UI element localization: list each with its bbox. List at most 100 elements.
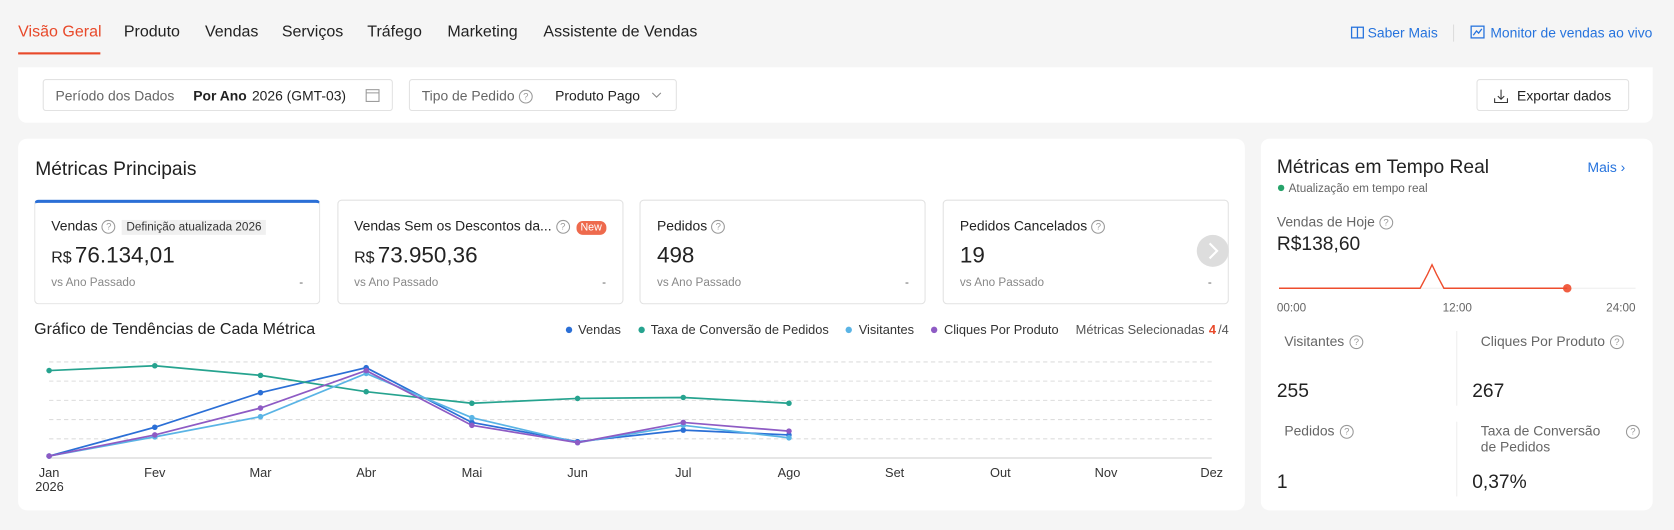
- legend-swatch: [565, 326, 572, 334]
- x-tick-label: Jan: [39, 465, 60, 480]
- card-value: R$ 73.950,36: [354, 243, 477, 269]
- card-name: Vendas Sem os Descontos da...: [354, 217, 552, 234]
- legend-item[interactable]: Taxa de Conversão de Pedidos: [637, 322, 829, 337]
- x-year-label: 2026: [35, 479, 63, 494]
- data-point: [786, 400, 792, 407]
- active-tab-underline: [18, 52, 101, 55]
- trend-chart: Jan Fev Mar Abr Mai Jun Jul Ago Set Out Nov Dez 2026: [35, 361, 1223, 494]
- x-tick-label: Mai: [462, 465, 483, 480]
- nav-tab[interactable]: Vendas: [204, 22, 259, 41]
- separator: [1456, 330, 1458, 406]
- metric-value: 1: [1276, 470, 1288, 493]
- series-line: [48, 372, 790, 457]
- sparkline: [1278, 263, 1568, 289]
- x-tick-label: Nov: [1095, 465, 1118, 480]
- legend-item[interactable]: Vendas: [565, 322, 621, 337]
- help-icon: ?: [711, 219, 726, 234]
- metric-card[interactable]: Pedidos? 498 vs Ano Passado -: [639, 199, 927, 305]
- data-point: [786, 435, 792, 441]
- today-label-text: Vendas de Hoje: [1276, 213, 1375, 230]
- nav-tab[interactable]: Produto: [123, 22, 180, 41]
- legend-item[interactable]: Visitantes: [845, 322, 914, 337]
- metric-label: Visitantes: [1284, 333, 1345, 350]
- more-text: Mais: [1587, 159, 1617, 176]
- metric-card[interactable]: Vendas Sem os Descontos da...? New R$ 73.95…: [337, 199, 624, 305]
- period-value: 2026 (GMT-03): [251, 87, 347, 104]
- data-point: [680, 419, 687, 426]
- data-point: [257, 405, 264, 411]
- data-point: [257, 372, 264, 379]
- card-header: Vendas? Definição atualizada 2026: [51, 217, 266, 235]
- x-tick-label: Dez: [1200, 465, 1223, 480]
- selected-count: 4: [1208, 322, 1216, 338]
- export-label: Exportar dados: [1517, 87, 1612, 104]
- help-icon: ?: [1091, 219, 1106, 234]
- value: 498: [656, 243, 695, 268]
- x-tick-label: Jun: [567, 465, 588, 480]
- period-filter[interactable]: Período dos Dados Por Ano 2026 (GMT-03): [42, 79, 393, 112]
- nav-tab[interactable]: Marketing: [447, 22, 518, 41]
- data-point: [363, 388, 369, 395]
- data-point: [257, 389, 264, 396]
- legend-swatch: [845, 326, 853, 334]
- separator: [1453, 24, 1455, 42]
- legend-item[interactable]: Cliques Por Produto: [931, 322, 1059, 337]
- nav-tab[interactable]: Visão Geral: [18, 22, 102, 41]
- main-title: Métricas Principais: [35, 158, 197, 180]
- card-value: R$ 76.134,01: [51, 243, 174, 269]
- value: 19: [959, 243, 985, 268]
- data-point: [46, 367, 52, 374]
- saber-mais-link[interactable]: Saber Mais: [1367, 24, 1438, 41]
- today-value: R$138,60: [1276, 232, 1361, 255]
- today-sparkline: 00:00 12:00 24:00: [1277, 263, 1636, 315]
- selected-total: /4: [1218, 322, 1229, 338]
- data-point: [152, 424, 158, 431]
- help-icon: ?: [1339, 424, 1354, 439]
- separator: [1456, 421, 1458, 497]
- data-point: [574, 395, 581, 402]
- data-point: [363, 367, 369, 374]
- help-icon: ?: [1379, 215, 1394, 230]
- x-tick-label: Jul: [675, 465, 691, 480]
- card-badge: Definição atualizada 2026: [122, 219, 266, 235]
- monitor-link[interactable]: Monitor de vendas ao vivo: [1490, 24, 1653, 41]
- data-point: [574, 439, 581, 446]
- card-name: Pedidos: [656, 217, 708, 234]
- data-point: [46, 453, 52, 459]
- metric-card[interactable]: Vendas? Definição atualizada 2026 R$ 76.134…: [34, 199, 321, 305]
- card-name: Vendas: [51, 217, 98, 234]
- order-label-text: Tipo de Pedido: [421, 87, 515, 104]
- help-icon: ?: [1609, 335, 1624, 350]
- more-link[interactable]: Mais ›: [1587, 159, 1626, 176]
- status-dot: [1277, 184, 1285, 192]
- selected-metrics: Métricas Selecionadas 4/4: [1076, 322, 1229, 337]
- currency: R$: [51, 248, 72, 267]
- card-header: Vendas Sem os Descontos da...? New: [354, 217, 607, 235]
- card-header: Pedidos?: [656, 217, 726, 234]
- nav-tab[interactable]: Assistente de Vendas: [543, 22, 698, 41]
- x-tick-label: Abr: [356, 465, 377, 480]
- metric-label: Taxa de Conversão de Pedidos: [1480, 422, 1601, 455]
- nav-tab[interactable]: Serviços: [281, 22, 344, 41]
- export-button[interactable]: Exportar dados: [1476, 79, 1630, 112]
- next-button[interactable]: [1196, 234, 1229, 267]
- help-icon: ?: [1625, 424, 1640, 439]
- compare-label: vs Ano Passado: [959, 276, 1045, 290]
- download-icon: [1494, 89, 1508, 104]
- x-tick-label: Set: [885, 465, 905, 480]
- compare-change: -: [905, 276, 909, 290]
- order-value: Produto Pago: [555, 87, 641, 104]
- metric-value: 267: [1472, 380, 1505, 402]
- x-tick-label: 00:00: [1277, 302, 1307, 315]
- period-type: Por Ano: [193, 87, 247, 104]
- book-icon: [1350, 26, 1364, 39]
- data-point: [680, 394, 687, 401]
- x-tick-label: Out: [990, 465, 1011, 480]
- data-point: [469, 422, 475, 429]
- metric-card[interactable]: Pedidos Cancelados? 19 vs Ano Passado -: [942, 199, 1229, 305]
- help-icon: ?: [1349, 335, 1364, 350]
- order-filter[interactable]: Tipo de Pedido? Produto Pago: [408, 79, 677, 112]
- nav-tab[interactable]: Tráfego: [367, 22, 422, 41]
- chevron-down: [651, 92, 662, 98]
